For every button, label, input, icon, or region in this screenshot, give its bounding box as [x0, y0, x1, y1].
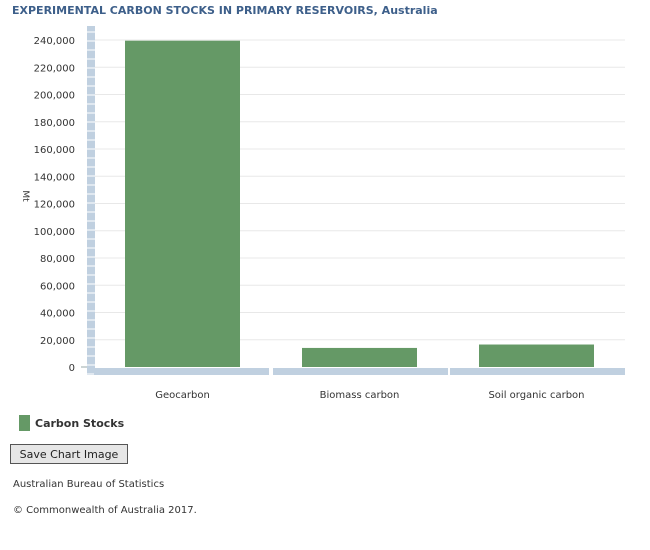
x-axis-segment [450, 368, 625, 375]
x-tick-label: Geocarbon [155, 390, 210, 401]
legend: Carbon Stocks [19, 415, 124, 431]
copyright-text: © Commonwealth of Australia 2017. [13, 505, 197, 516]
gridlines [94, 39, 625, 341]
axes [81, 26, 625, 375]
bar-chart: 0 20,000 40,000 60,000 80,000 100,000 120,000 1… [20, 26, 625, 401]
bar-biomass-carbon [302, 347, 417, 367]
y-tick-label: 100,000 [34, 227, 75, 238]
x-axis-segment [94, 368, 269, 375]
y-tick-label: 240,000 [34, 36, 75, 47]
y-tick-label: 40,000 [40, 309, 75, 320]
y-tick-label: 0 [69, 363, 75, 374]
legend-swatch [19, 415, 30, 431]
y-tick-label: 60,000 [40, 281, 75, 292]
y-axis-band [87, 26, 95, 375]
y-axis-label: Mt [20, 190, 30, 202]
y-tick-label: 20,000 [40, 336, 75, 347]
y-tick-label: 160,000 [34, 145, 75, 156]
bar-geocarbon [125, 40, 240, 368]
bars [125, 40, 594, 368]
tick-labels: 0 20,000 40,000 60,000 80,000 100,000 120,000 1… [34, 36, 585, 401]
y-tick-label: 80,000 [40, 254, 75, 265]
x-axis-segment [273, 368, 448, 375]
x-tick-label: Soil organic carbon [488, 390, 584, 401]
y-tick-label: 140,000 [34, 172, 75, 183]
y-tick-label: 180,000 [34, 118, 75, 129]
y-tick-label: 200,000 [34, 91, 75, 102]
save-chart-image-button[interactable]: Save Chart Image [10, 444, 128, 464]
y-tick-label: 220,000 [34, 63, 75, 74]
source-text: Australian Bureau of Statistics [13, 479, 165, 490]
x-tick-label: Biomass carbon [320, 390, 400, 401]
bar-soil-organic-carbon [479, 344, 594, 367]
y-tick-label: 120,000 [34, 200, 75, 211]
legend-label: Carbon Stocks [35, 416, 125, 430]
chart-title: EXPERIMENTAL CARBON STOCKS IN PRIMARY RE… [12, 4, 438, 17]
